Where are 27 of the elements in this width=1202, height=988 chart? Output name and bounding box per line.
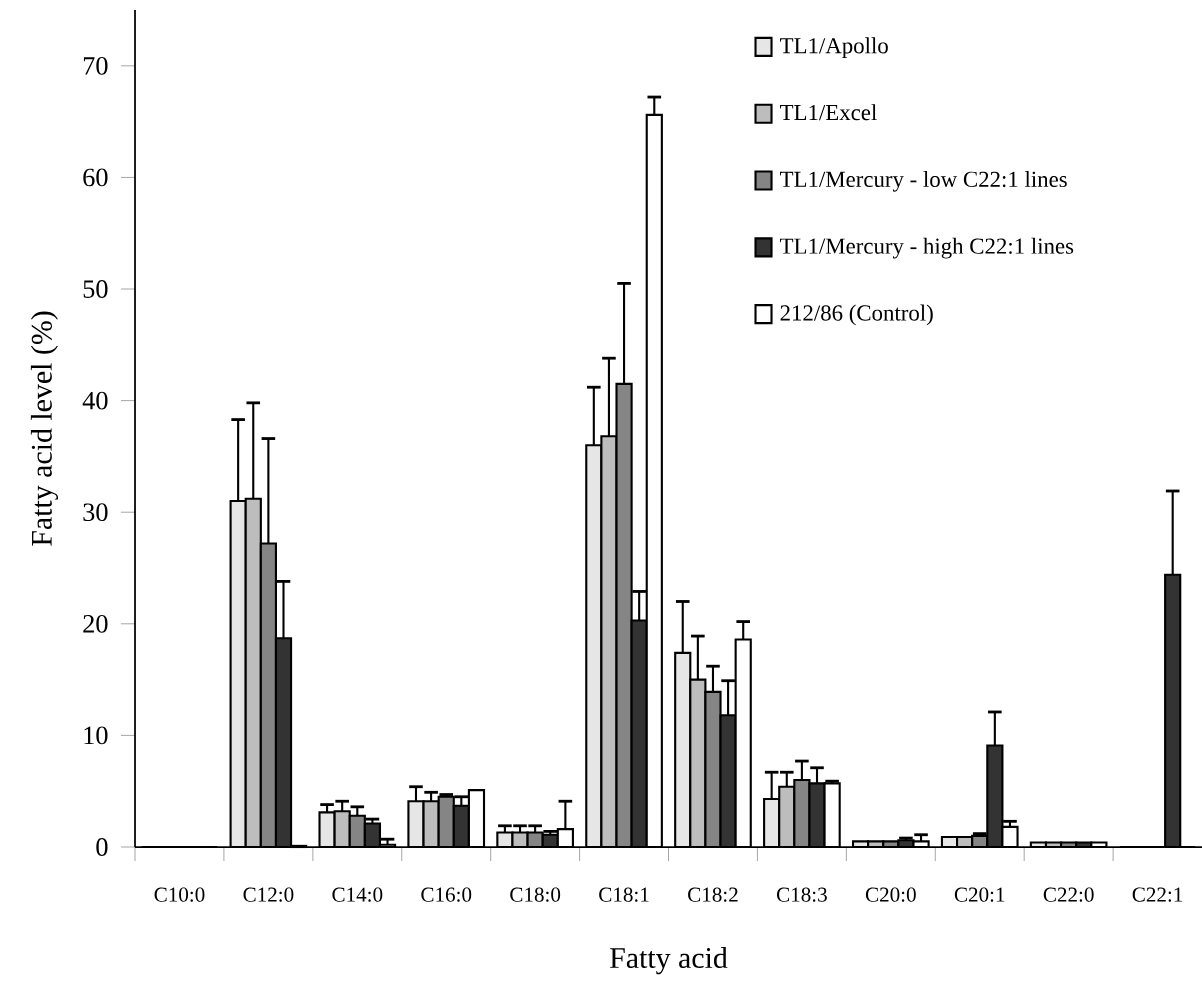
y-tick-label: 10 xyxy=(84,726,108,745)
legend-label: TL1/Mercury - high C22:1 lines xyxy=(779,237,1074,259)
x-tick-label: C10:0 xyxy=(154,887,205,902)
x-tick-label: C14:0 xyxy=(332,887,383,902)
x-tick-label: C18:3 xyxy=(777,887,827,902)
x-tick-label: C22:1 xyxy=(1132,887,1183,902)
legend-label: TL1/Excel xyxy=(779,104,877,121)
x-tick-label: C12:0 xyxy=(243,887,294,902)
y-tick-label: 60 xyxy=(83,168,108,187)
x-tick-label: C20:0 xyxy=(865,887,916,902)
legend-label: TL1/Apollo xyxy=(779,37,888,59)
x-tick-label: C16:0 xyxy=(421,887,472,902)
y-tick-label: 70 xyxy=(83,56,108,75)
x-tick-label: C22:0 xyxy=(1043,887,1094,902)
x-axis-title: Fatty acid xyxy=(610,947,728,975)
x-tick-label: C20:1 xyxy=(954,887,1005,902)
y-tick-label: 50 xyxy=(83,280,108,298)
y-tick-label: 0 xyxy=(96,838,108,856)
legend-label: 212/86 (Control) xyxy=(780,304,933,326)
y-tick-label: 30 xyxy=(83,503,108,522)
x-tick-label: C18:1 xyxy=(599,887,649,902)
y-tick-label: 20 xyxy=(83,614,108,633)
legend-label: TL1/Mercury - low C22:1 lines xyxy=(779,170,1067,192)
x-tick-label: C18:0 xyxy=(510,887,561,902)
x-tick-label: C18:2 xyxy=(688,887,738,902)
y-tick-label: 40 xyxy=(82,391,108,410)
y-axis-title: Fatty acid level (%) xyxy=(30,311,59,546)
